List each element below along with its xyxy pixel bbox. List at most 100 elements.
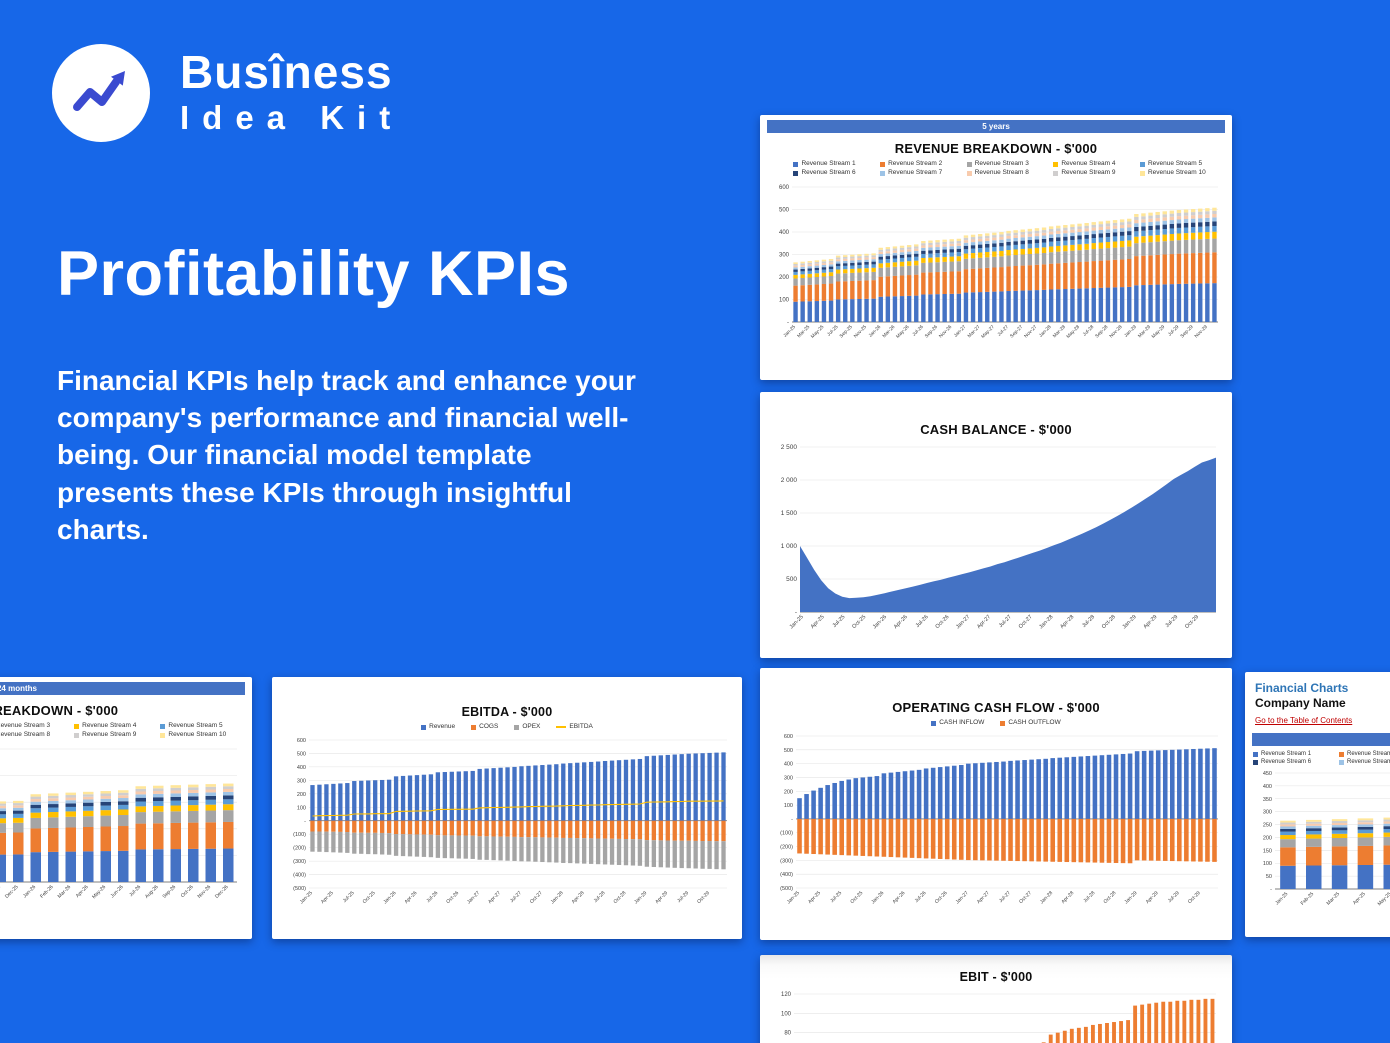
legend-square-swatch [74, 732, 80, 738]
svg-text:Apr-26: Apr-26 [75, 884, 90, 899]
svg-text:Sep-29: Sep-29 [1179, 323, 1194, 338]
chart-mini-revenue: - 50 100 150 200 250 300 350 400 450 Jan-25 Feb-25 M… [1263, 771, 1390, 907]
svg-text:200: 200 [779, 275, 790, 281]
svg-text:Oct-28: Oct-28 [613, 890, 628, 905]
svg-text:400: 400 [1263, 784, 1272, 790]
chart-title-revenue-5y: REVENUE BREAKDOWN - $'000 [894, 141, 1098, 156]
svg-text:Nov-25: Nov-25 [853, 323, 868, 338]
legend-label: Revenue Stream 4 [1061, 160, 1116, 167]
legend-mini-revenue: Revenue Stream 1 Revenue Stream 2 Revenue … [1245, 750, 1390, 766]
svg-text:May-29: May-29 [1151, 323, 1167, 339]
svg-text:Nov-27: Nov-27 [1023, 323, 1038, 338]
svg-text:250: 250 [1263, 823, 1272, 829]
svg-text:Aug-26: Aug-26 [144, 884, 160, 900]
legend-label: Revenue Stream 3 [0, 722, 51, 729]
legend-item: Revenue Stream 2 [1339, 750, 1390, 758]
svg-text:(500): (500) [293, 886, 306, 892]
svg-text:May-27: May-27 [980, 323, 996, 339]
svg-text:450: 450 [1263, 771, 1272, 777]
legend-item: Revenue Stream 7 [1339, 758, 1390, 766]
svg-text:(200): (200) [293, 845, 306, 851]
legend-square-swatch [880, 170, 886, 176]
legend-item: Revenue Stream 3 [0, 722, 60, 731]
legend-item: Revenue Stream 8 [953, 169, 1040, 178]
svg-text:500: 500 [779, 207, 790, 213]
svg-text:Oct-25: Oct-25 [851, 614, 867, 630]
svg-text:400: 400 [297, 765, 306, 771]
svg-text:Jan-25: Jan-25 [789, 614, 805, 630]
svg-text:Jan-27: Jan-27 [953, 323, 968, 338]
svg-text:100: 100 [1263, 861, 1272, 867]
chart-title-ebitda: EBITDA - $'000 [461, 705, 553, 719]
legend-operating-cash-flow: CASH INFLOW CASH OUTFLOW [760, 719, 1232, 728]
svg-text:Nov-29: Nov-29 [1194, 323, 1209, 338]
svg-text:Feb-26: Feb-26 [39, 884, 55, 900]
svg-text:Jan-26: Jan-26 [22, 884, 37, 899]
legend-label: Revenue Stream 7 [1347, 759, 1390, 766]
chart-revenue-breakdown-24m: -100200300400500Jan-25Feb-25Mar-25Apr-25… [0, 748, 237, 900]
legend-square-swatch [1053, 170, 1059, 176]
legend-label: Revenue [429, 723, 456, 730]
card-revenue-breakdown-5y: 5 years REVENUE BREAKDOWN - $'000 Revenu… [760, 115, 1232, 380]
svg-text:(100): (100) [780, 830, 793, 836]
brand-wordmark: Busîness Idea Kit [180, 49, 403, 137]
svg-text:Jan-25: Jan-25 [1274, 891, 1289, 906]
legend-label: OPEX [522, 723, 541, 730]
svg-text:Jul-27: Jul-27 [998, 890, 1012, 904]
table-of-contents-link[interactable]: Go to the Table of Contents [1255, 716, 1353, 725]
svg-text:Oct-25: Oct-25 [362, 890, 377, 905]
legend-square-swatch [421, 724, 427, 730]
svg-text:Apr-27: Apr-27 [976, 890, 991, 905]
svg-text:Jul-29: Jul-29 [1167, 890, 1181, 904]
svg-text:May-26: May-26 [91, 884, 107, 900]
legend-item: CASH OUTFLOW [1000, 719, 1061, 728]
svg-text:100: 100 [781, 1011, 792, 1017]
panel-header: Financial Charts Company Name Go to the … [1245, 672, 1390, 728]
svg-text:Mar-25: Mar-25 [796, 323, 811, 338]
svg-text:-: - [787, 320, 789, 326]
svg-text:-: - [795, 609, 797, 616]
svg-text:Mar-29: Mar-29 [1137, 323, 1152, 338]
svg-text:(400): (400) [780, 872, 793, 878]
legend-square-swatch [793, 161, 799, 167]
legend-item: Revenue Stream 5 [1126, 160, 1213, 169]
svg-text:400: 400 [784, 761, 793, 767]
legend-square-swatch [966, 161, 972, 167]
svg-text:Jan-27: Jan-27 [955, 890, 970, 905]
svg-text:Oct-25: Oct-25 [849, 890, 864, 905]
svg-text:Dec-25: Dec-25 [4, 884, 20, 900]
svg-text:Jan-26: Jan-26 [868, 323, 883, 338]
svg-text:Apr-28: Apr-28 [1060, 890, 1075, 905]
svg-text:Apr-28: Apr-28 [1059, 614, 1075, 630]
svg-text:120: 120 [781, 992, 792, 998]
legend-item: Revenue Stream 9 [60, 731, 146, 740]
svg-text:Jan-29: Jan-29 [1123, 323, 1138, 338]
legend-label: Revenue Stream 4 [82, 722, 137, 729]
svg-text:Jan-29: Jan-29 [633, 890, 648, 905]
svg-text:Apr-25: Apr-25 [810, 614, 826, 630]
legend-item: Revenue Stream 4 [1039, 160, 1126, 169]
brand-logo [52, 44, 150, 142]
svg-text:350: 350 [1263, 797, 1272, 803]
svg-text:50: 50 [1266, 874, 1272, 880]
legend-square-swatch [966, 170, 972, 176]
svg-text:Oct-27: Oct-27 [1018, 890, 1033, 905]
legend-item: Revenue Stream 7 [866, 169, 953, 178]
svg-text:100: 100 [779, 297, 790, 303]
card-operating-cash-flow: OPERATING CASH FLOW - $'000 CASH INFLOW C… [760, 668, 1232, 940]
svg-text:600: 600 [784, 734, 793, 740]
chart-title-ebit: EBIT - $'000 [959, 970, 1033, 984]
chart-title-revenue-24m: REVENUE BREAKDOWN - $'000 [0, 703, 119, 718]
svg-text:Jul-25: Jul-25 [826, 323, 840, 337]
svg-text:300: 300 [784, 775, 793, 781]
legend-label: Revenue Stream 10 [1147, 168, 1206, 176]
svg-text:Oct-29: Oct-29 [1187, 890, 1202, 905]
svg-text:Sep-28: Sep-28 [1094, 323, 1109, 338]
hero-description: Financial KPIs help track and enhance yo… [57, 365, 636, 545]
svg-text:May-25: May-25 [1377, 891, 1390, 907]
legend-label: EBITDA [569, 723, 593, 730]
svg-text:2 000: 2 000 [781, 477, 798, 484]
legend-square-swatch [160, 732, 166, 738]
svg-text:Oct-26: Oct-26 [180, 884, 195, 899]
svg-text:Sep-26: Sep-26 [924, 323, 939, 338]
